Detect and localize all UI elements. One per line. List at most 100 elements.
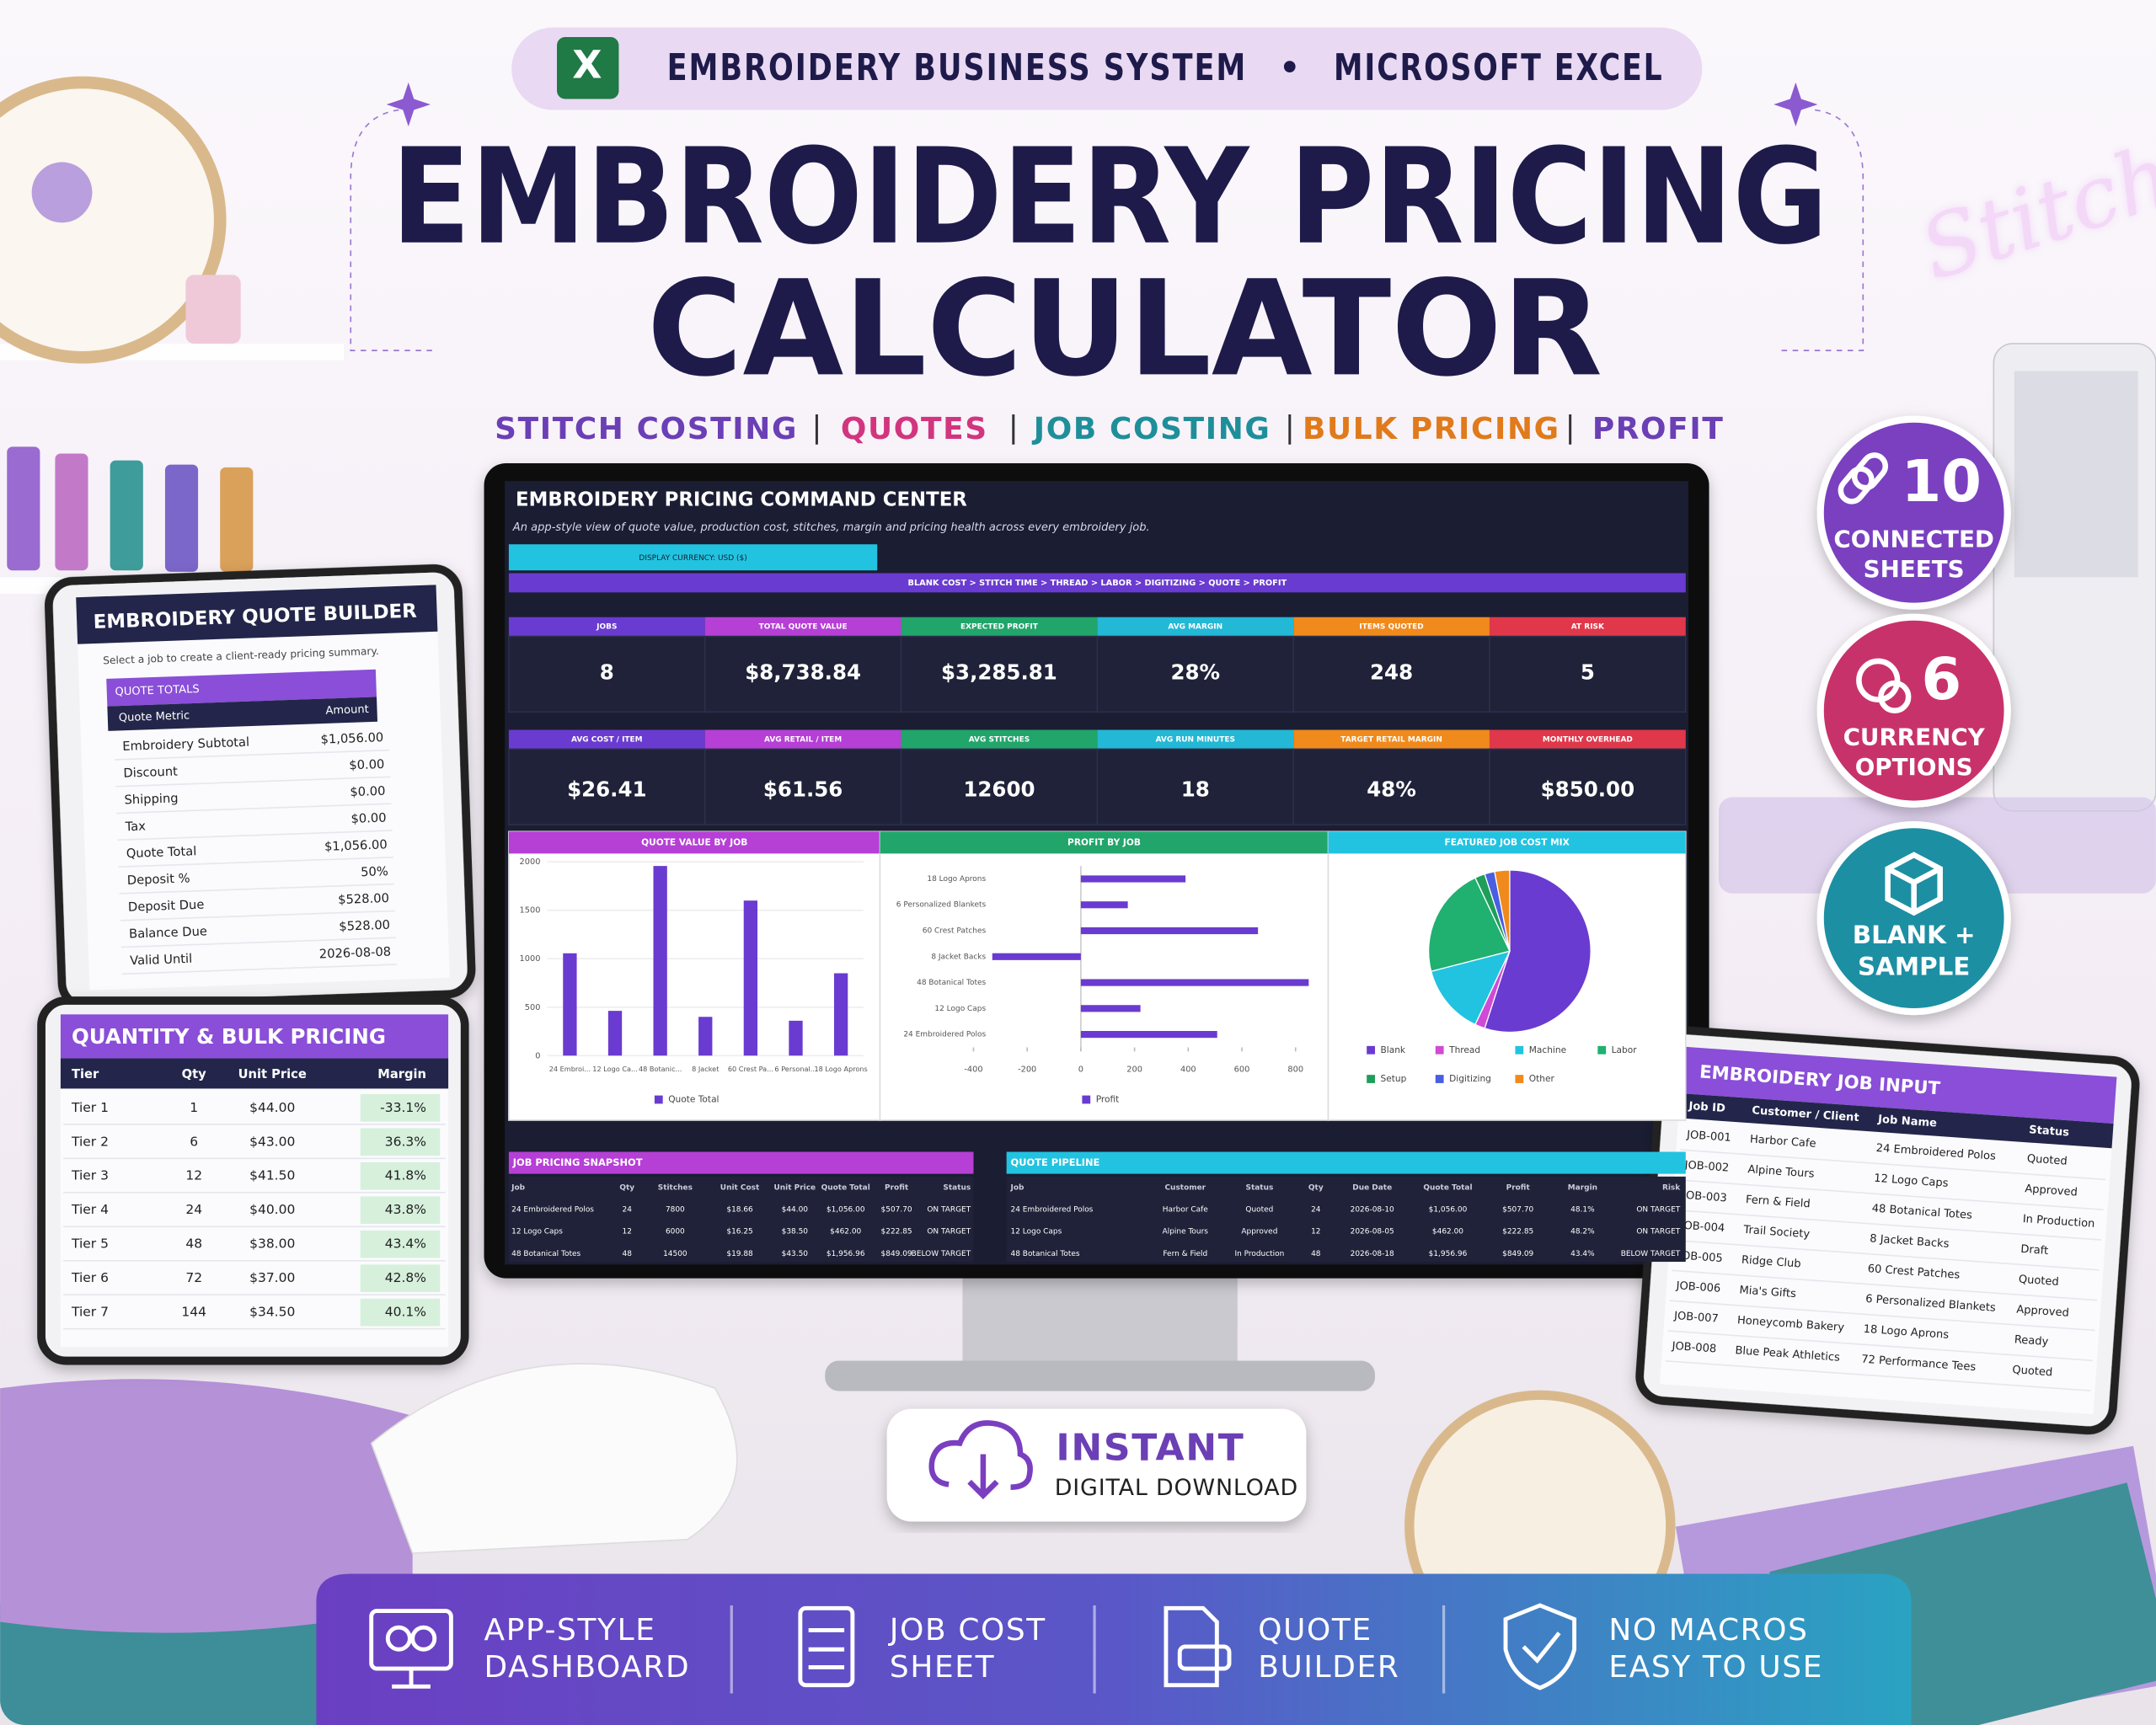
kpi-label: TOTAL QUOTE VALUE: [759, 623, 848, 632]
table-cell: $1,056.00: [324, 837, 388, 854]
kpi-value: 248: [1370, 660, 1413, 685]
table-cell: $528.00: [338, 891, 389, 907]
table-cell: $528.00: [339, 918, 390, 934]
row-divider: [115, 776, 391, 788]
table-cell: $37.00: [249, 1270, 295, 1285]
table-cell: 14500: [663, 1250, 687, 1258]
panel-title: QUANTITY & BULK PRICING: [72, 1024, 386, 1049]
feature-separator: |: [1285, 410, 1295, 445]
table-cell: 41.8%: [385, 1168, 426, 1183]
table-cell: $16.25: [726, 1228, 752, 1236]
table-cell: $222.85: [1502, 1228, 1533, 1236]
x-tick-label: 600: [1234, 1065, 1250, 1075]
footer-label: QUOTE: [1258, 1613, 1372, 1648]
kpi-header: [1293, 617, 1490, 637]
footer-bar: [316, 1573, 1912, 1725]
chart-title: FEATURED JOB COST MIX: [1445, 837, 1570, 847]
legend-label: Machine: [1529, 1045, 1566, 1055]
margin-cell: [360, 1298, 441, 1327]
table-cell: -33.1%: [380, 1100, 426, 1115]
chart-title: PROFIT BY JOB: [1067, 837, 1141, 847]
legend-label: Labor: [1612, 1045, 1638, 1055]
column-header: Profit: [1506, 1183, 1531, 1192]
row-divider: [1676, 1209, 2102, 1241]
main-title: EMBROIDERY PRICING: [391, 120, 1827, 274]
bar: [607, 1011, 623, 1056]
badge-circle: [1816, 415, 2011, 610]
column-header: Qty: [1308, 1183, 1324, 1192]
table-cell: $38.50: [782, 1228, 809, 1236]
currency-bar: [508, 544, 878, 571]
table-cell: $1,056.00: [320, 730, 383, 747]
badge-label: OPTIONS: [1855, 753, 1973, 781]
flow-label: BLANK COST > STITCH TIME > THREAD > LABO…: [908, 579, 1287, 588]
kpi-header: [1097, 729, 1294, 750]
kpi-label: TARGET RETAIL MARGIN: [1340, 735, 1442, 744]
column-header: Job: [511, 1183, 525, 1192]
x-tick-label: 200: [1126, 1065, 1142, 1075]
table-cell: Balance Due: [129, 924, 207, 941]
table-cell: ON TARGET: [927, 1228, 971, 1236]
table-cell: $44.00: [249, 1100, 295, 1115]
legend-label: Blank: [1381, 1045, 1406, 1055]
column-header: Due Date: [1352, 1183, 1392, 1192]
column-header: Quote Total: [821, 1183, 870, 1192]
table-cell: $18.66: [726, 1206, 753, 1215]
table-cell: Tier 6: [71, 1270, 109, 1285]
table-cell: Tier 1: [71, 1100, 109, 1115]
table-cell: Harbor Cafe: [1163, 1206, 1209, 1215]
bar: [1080, 927, 1259, 935]
table-cell: $1,056.00: [827, 1206, 865, 1215]
table-cell: 48.2%: [1570, 1228, 1595, 1236]
row-divider: [121, 964, 398, 975]
column-header: Unit Price: [774, 1183, 816, 1192]
column-header: Status: [2029, 1124, 2070, 1139]
table-cell: 12: [623, 1228, 632, 1236]
table-cell: $38.00: [249, 1236, 295, 1252]
row-divider: [115, 749, 390, 761]
table-cell: In Production: [2022, 1213, 2095, 1231]
legend-label: Quote Total: [668, 1094, 719, 1104]
y-tick-label: 18 Logo Aprons: [927, 875, 986, 884]
x-tick-label: -200: [1018, 1065, 1036, 1075]
x-tick-label: 18 Logo Aprons: [814, 1065, 867, 1073]
column-header: Job: [1010, 1183, 1025, 1192]
section-label: QUOTE TOTALS: [115, 683, 200, 698]
kpi-label: AVG MARGIN: [1168, 623, 1222, 632]
dashboard-title: EMBROIDERY PRICING COMMAND CENTER: [516, 489, 967, 511]
kpi-label: AVG RUN MINUTES: [1156, 735, 1235, 744]
table-header-bar: [508, 1151, 974, 1174]
column-header: Margin: [1568, 1183, 1597, 1192]
y-tick-label: 12 Logo Caps: [934, 1005, 986, 1013]
table-cell: Trail Society: [1742, 1224, 1811, 1242]
table-cell: 6000: [666, 1228, 685, 1236]
footer-dividers: [730, 1605, 1446, 1694]
table-cell: JOB-006: [1675, 1279, 1721, 1295]
kpi-card: [900, 635, 1099, 713]
table-cell: 12 Logo Caps: [511, 1228, 563, 1236]
kpi-value: $850.00: [1541, 777, 1634, 801]
row-divider: [1669, 1300, 2095, 1332]
legend-swatch: [1515, 1075, 1524, 1083]
embroidery-machine: [1993, 343, 2156, 812]
table-cell: 48: [1311, 1250, 1321, 1258]
kpi-card: [704, 748, 902, 825]
kpi-header: [1293, 729, 1490, 750]
monitor-stand: [962, 1271, 1238, 1368]
table-cell: $43.00: [249, 1134, 295, 1149]
table-cell: Tier 2: [71, 1134, 109, 1149]
main-title: CALCULATOR: [647, 252, 1602, 405]
badge-label: SHEETS: [1864, 555, 1965, 583]
table-cell: Quoted: [2012, 1364, 2053, 1379]
table-cell: 12 Logo Caps: [1874, 1172, 1949, 1190]
kpi-value: 8: [600, 660, 614, 685]
kpi-card: [704, 635, 902, 713]
margin-cell: [360, 1264, 441, 1292]
row-divider: [1672, 1269, 2098, 1301]
bar: [653, 866, 667, 1056]
pie-slice: [1484, 869, 1592, 1033]
table-cell: $19.88: [726, 1250, 753, 1258]
table-cell: Tier 3: [71, 1168, 109, 1183]
x-tick-label: 48 Botanic...: [639, 1065, 682, 1073]
